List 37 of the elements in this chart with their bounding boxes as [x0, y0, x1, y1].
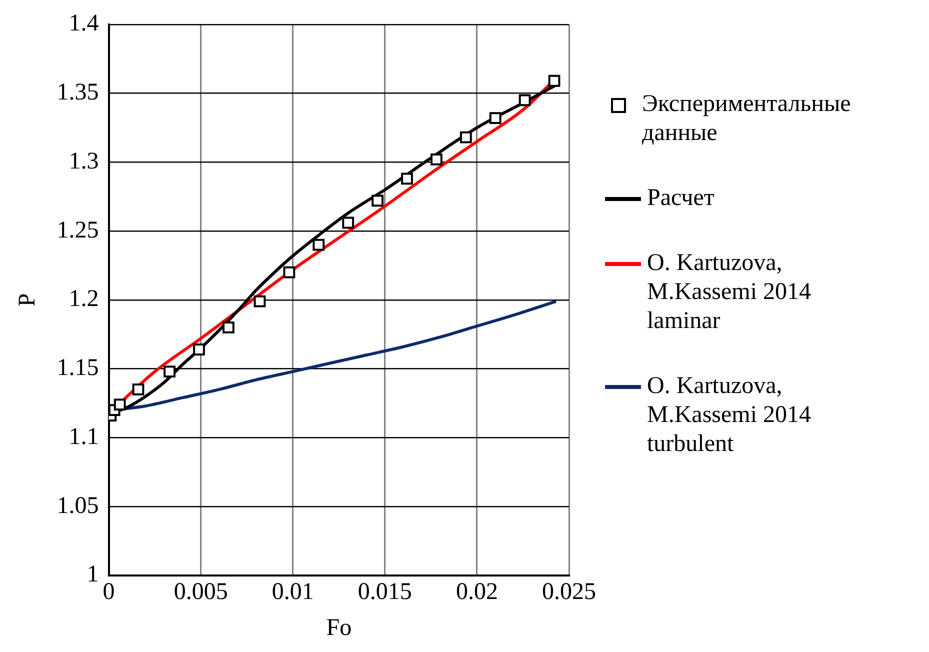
point	[372, 194, 384, 207]
point	[132, 383, 144, 396]
y-tick-label: 1.3	[68, 148, 99, 174]
y-tick-label: 1.35	[56, 80, 99, 106]
point	[193, 344, 205, 356]
y-tick-label: 1.05	[56, 492, 99, 519]
point	[254, 295, 266, 308]
y-tick-label: 1.25	[56, 217, 99, 244]
y-tick-label: 1.4	[68, 10, 99, 37]
y-axis-title: P	[14, 293, 41, 307]
point	[430, 153, 442, 166]
point	[489, 112, 502, 124]
x-tick-label: 0	[102, 579, 115, 606]
point	[518, 94, 531, 106]
point	[283, 266, 296, 278]
point	[164, 366, 176, 378]
legend-label: O. Kartuzova, M.Kassemi 2014 laminar	[647, 249, 812, 336]
x-axis-title: Fo	[326, 614, 352, 641]
x-tick-label: 0.025	[542, 579, 596, 606]
point	[548, 74, 560, 87]
point	[342, 216, 354, 229]
x-tick-label: 0.01	[272, 579, 314, 606]
y-tick-label: 1.15	[56, 355, 99, 382]
legend-label: O. Kartuzova, M.Kassemi 2014 turbulent	[647, 372, 812, 459]
point	[222, 322, 234, 334]
y-tick-label: 1.1	[68, 424, 99, 450]
x-tick-label: 0.005	[174, 579, 228, 606]
x-tick-label: 0.015	[358, 579, 412, 606]
y-tick-label: 1	[86, 562, 99, 588]
y-tick-label: 1.2	[68, 286, 99, 312]
point	[401, 172, 413, 185]
point	[312, 238, 325, 251]
point	[460, 131, 472, 144]
legend-label: Экспериментальные данные	[642, 90, 851, 148]
point	[114, 398, 126, 411]
legend-label: Расчет	[647, 184, 716, 213]
x-tick-label: 0.02	[456, 579, 498, 606]
